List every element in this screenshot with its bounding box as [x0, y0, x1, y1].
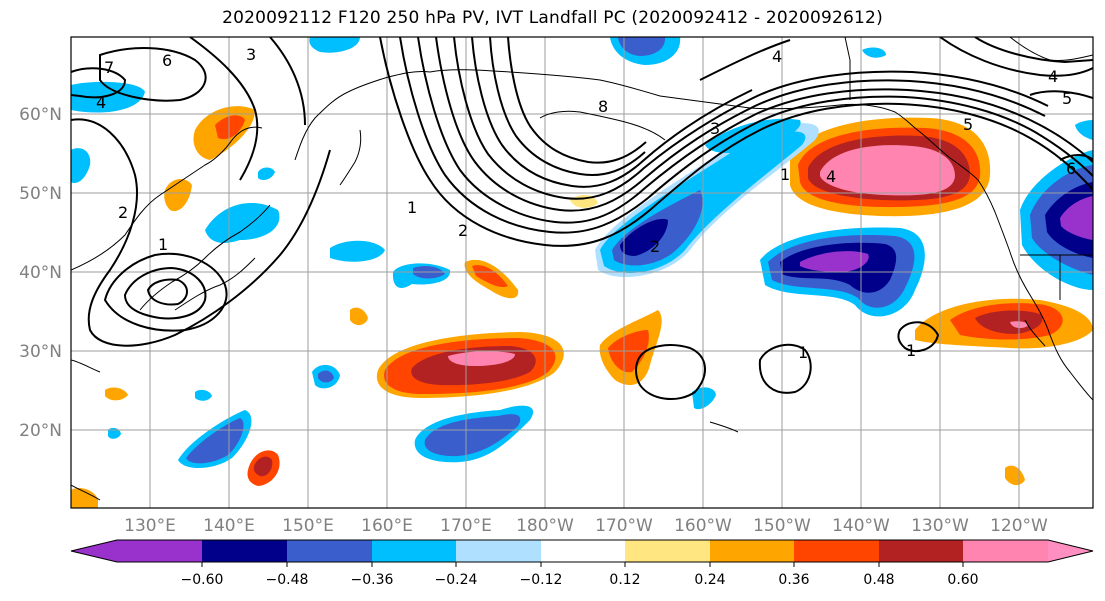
contour-label: 1: [798, 343, 808, 362]
map-frame: [70, 36, 1094, 509]
lon-label: 180°W: [516, 516, 574, 536]
colorbar-tick-label: 0.24: [694, 572, 725, 588]
colorbar-segment: [541, 540, 625, 562]
latitude-axis: 20°N 30°N 40°N 50°N 60°N: [19, 105, 62, 441]
colorbar-segment: [202, 540, 287, 562]
contour-label: 3: [710, 119, 720, 138]
colorbar-segment: [879, 540, 963, 562]
colorbar-tick-label: 0.60: [947, 572, 978, 588]
lon-label: 170°E: [440, 516, 492, 536]
contour-label: 7: [104, 58, 114, 77]
colorbar-segment: [625, 540, 710, 562]
contour-label: 1: [780, 165, 790, 184]
contour-label: 6: [162, 51, 172, 70]
contour-label: 4: [772, 47, 782, 66]
contour-label: 5: [963, 115, 973, 134]
colorbar-tick-label: 0.12: [609, 572, 640, 588]
colorbar-segment: [372, 540, 456, 562]
contour-label: 2: [118, 203, 128, 222]
lon-label: 170°W: [595, 516, 653, 536]
lat-label: 40°N: [19, 263, 62, 283]
colorbar-extend-low: [71, 540, 117, 562]
colorbar-tick-label: −0.48: [266, 572, 309, 588]
lon-label: 130°W: [911, 516, 969, 536]
lon-label: 140°E: [203, 516, 255, 536]
colorbar-segment: [456, 540, 541, 562]
colorbar-tick-label: 0.36: [778, 572, 809, 588]
contour-label: 1: [158, 235, 168, 254]
contour-label: 2: [650, 237, 660, 256]
colorbar-outline: [70, 539, 1094, 563]
colorbar-tick-label: −0.60: [181, 572, 224, 588]
colorbar-segment: [287, 540, 372, 562]
colorbar-segment: [963, 540, 1048, 562]
lon-label: 150°W: [753, 516, 811, 536]
lon-label: 140°W: [832, 516, 890, 536]
colorbar-tick-label: −0.12: [520, 572, 563, 588]
colorbar: −0.60 −0.48 −0.36 −0.24 −0.12 0.12 0.24 …: [70, 539, 1094, 588]
lon-label: 160°E: [361, 516, 413, 536]
contour-label: 8: [598, 97, 608, 116]
contour-label: 5: [1062, 89, 1072, 108]
colorbar-segment: [794, 540, 879, 562]
colorbar-tick-label: −0.24: [435, 572, 478, 588]
pv-shading: [71, 37, 1093, 508]
lon-label: 160°W: [674, 516, 732, 536]
contour-label: 4: [1048, 67, 1058, 86]
figure-title: 2020092112 F120 250 hPa PV, IVT Landfall…: [222, 8, 883, 28]
contour-label: 2: [458, 221, 468, 240]
lat-label: 50°N: [19, 184, 62, 204]
contour-label: 6: [1066, 159, 1076, 178]
colorbar-extend-high: [1048, 540, 1093, 562]
contour-label: 4: [96, 93, 106, 112]
colorbar-ticks: [201, 562, 964, 567]
contour-label: 4: [826, 167, 836, 186]
lon-label: 150°E: [282, 516, 334, 536]
colorbar-tick-label: −0.36: [351, 572, 394, 588]
contour-labels: 7 6 4 3 2 1 2 1 8 4 3 2 1 4 5 1 1 4 5 6: [96, 45, 1076, 362]
coastlines: [71, 37, 1093, 501]
lon-label: 120°W: [990, 516, 1048, 536]
longitude-axis: 130°E 140°E 150°E 160°E 170°E 180°W 170°…: [124, 516, 1048, 536]
colorbar-segment: [710, 540, 794, 562]
contour-label: 1: [906, 341, 916, 360]
contour-label: 3: [246, 45, 256, 64]
colorbar-tick-label: 0.48: [863, 572, 894, 588]
lon-label: 130°E: [124, 516, 176, 536]
lat-label: 30°N: [19, 342, 62, 362]
ivt-contours: [71, 37, 1093, 400]
lat-label: 60°N: [19, 105, 62, 125]
lat-label: 20°N: [19, 421, 62, 441]
colorbar-segment: [117, 540, 202, 562]
contour-label: 1: [407, 198, 417, 217]
